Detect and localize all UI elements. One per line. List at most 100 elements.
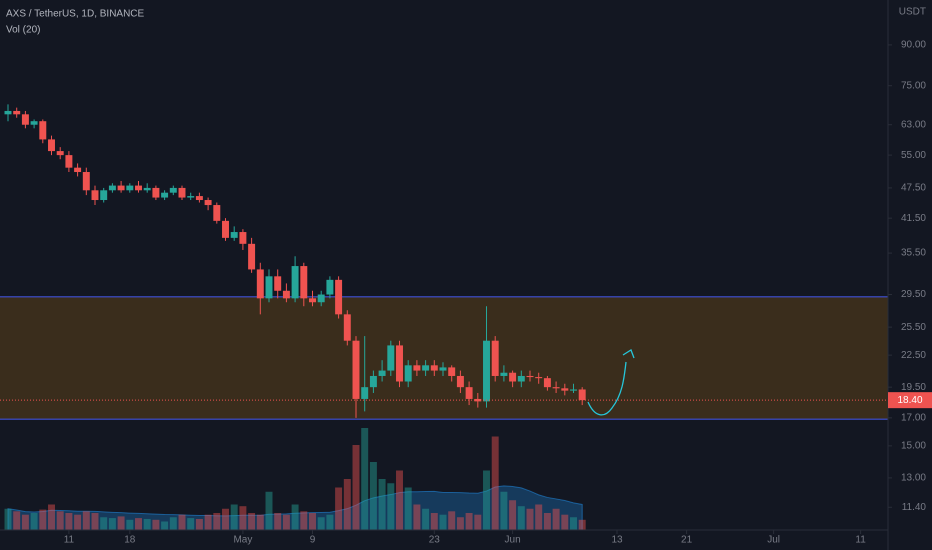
x-tick-label: Jun [505,535,521,546]
y-tick-label: 19.50 [901,382,926,393]
volume-bar [535,504,543,530]
candle-body [135,185,142,191]
candle-body [413,365,421,371]
volume-bar [74,514,82,530]
volume-bar [300,511,308,530]
last-price-label: 18.40 [897,395,922,406]
volume-bar [39,509,47,530]
y-tick-label: 35.50 [901,248,926,259]
candle-body [309,298,316,303]
volume-bar [500,491,508,530]
candle-body [352,340,360,399]
volume-bar [195,518,203,530]
candle-body [100,190,108,201]
candle-body [204,200,212,206]
candle-body [91,190,99,201]
x-tick-label: 11 [855,535,866,546]
y-tick-label: 90.00 [901,40,926,51]
candle-body [48,139,55,152]
candle-body [317,294,325,303]
volume-bar [526,508,534,530]
candle-body [39,121,47,140]
y-tick-label: 11.40 [902,502,927,513]
zone-layer [0,296,888,420]
volume-bar [352,445,360,530]
candle-body [491,340,499,376]
volume-bar [378,479,386,530]
volume-bar [91,513,99,530]
candle-body [439,367,447,371]
volume-bar [65,513,73,530]
volume-bar [13,511,21,530]
candle-body [396,345,403,382]
y-tick-label: 63.00 [901,119,926,130]
candle-body [222,220,229,238]
volume-bar [117,516,125,530]
candle-body [422,365,430,371]
volume-bar [239,506,247,530]
candle-body [282,290,290,299]
volume-bar [474,514,482,530]
candle-body [369,375,377,388]
volume-bar [21,514,29,530]
volume-bar [82,511,90,530]
y-tick-label: 15.00 [901,441,926,452]
candle-body [187,196,195,198]
volume-bar [578,519,586,530]
volume-bar [248,513,256,530]
y-tick-label: 29.50 [901,289,926,300]
volume-bar [422,508,430,530]
candle-body [248,243,256,270]
candle-body [13,110,21,115]
volume-bar [552,508,560,530]
volume-bar [100,517,108,530]
volume-bar [56,511,64,530]
volume-bar [143,518,151,530]
volume-bar [187,518,195,530]
y-tick-label: 25.50 [901,322,926,333]
candle-body [30,121,38,125]
candle-body [509,372,517,382]
volume-bar [543,513,551,530]
volume-bar [456,517,464,530]
candle-body [343,314,351,341]
volume-bar [222,508,229,530]
candle-body [448,367,456,376]
candle-body [117,185,125,191]
y-tick-label: 22.50 [901,350,926,361]
volume-bar [483,470,490,530]
volume-bar [361,428,369,530]
volume-ma-area [7,485,583,531]
volume-bar [256,514,264,530]
volume-bar [204,514,212,530]
volume-bar [152,519,160,530]
candle-body [213,205,221,221]
x-tick-label: May [233,535,252,546]
candle-body [74,167,82,173]
candle-body [239,232,247,244]
volume-layer [4,428,586,531]
candle-body [561,388,569,391]
candle-body [456,375,464,388]
volume-bar [135,518,142,530]
candle-body [195,196,203,201]
volume-bar [448,511,456,530]
candle-body [552,387,560,389]
candle-body [56,151,64,156]
x-tick-label: 18 [124,535,136,546]
candle-body [65,155,73,168]
volume-bar [465,513,473,530]
x-tick-label: 11 [64,535,75,546]
candle-body [143,187,151,191]
volume-bar [108,518,116,530]
candle-body [404,365,412,382]
volume-bar [282,514,290,530]
volume-bar [291,504,299,530]
candle-body [108,185,116,191]
candle-body [230,232,238,238]
volume-bar [430,513,438,530]
candle-body [326,279,334,295]
volume-bar [509,500,517,530]
volume-bar [396,470,403,530]
